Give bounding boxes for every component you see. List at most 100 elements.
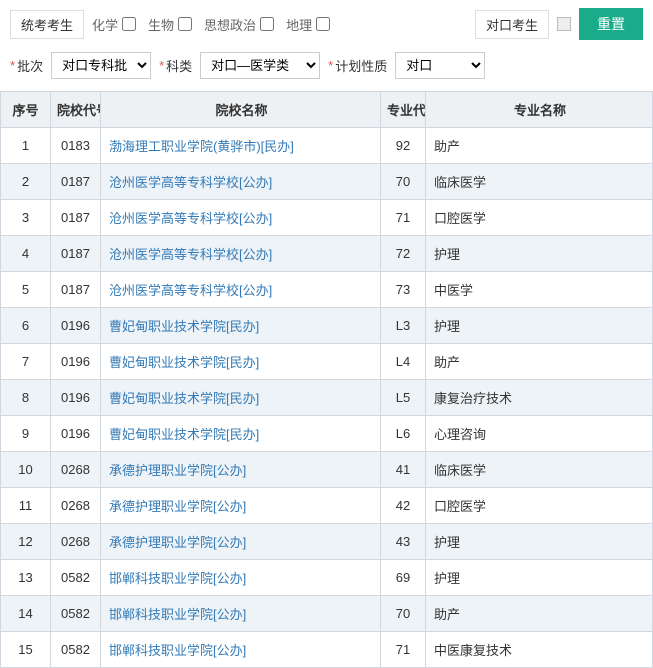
table-row: 70196曹妃甸职业技术学院[民办]L4助产 bbox=[1, 344, 653, 380]
subject-checkbox[interactable] bbox=[122, 17, 136, 31]
school-link[interactable]: 渤海理工职业学院(黄骅市)[民办] bbox=[109, 139, 294, 154]
category-select[interactable]: 对口—医学类 bbox=[200, 52, 320, 79]
school-link[interactable]: 曹妃甸职业技术学院[民办] bbox=[109, 427, 259, 442]
cell-school-code: 0582 bbox=[51, 560, 101, 596]
subject-checkbox[interactable] bbox=[178, 17, 192, 31]
cell-school-name: 承德护理职业学院[公办] bbox=[101, 488, 381, 524]
cell-major-code: 71 bbox=[381, 632, 426, 668]
table-row: 60196曹妃甸职业技术学院[民办]L3护理 bbox=[1, 308, 653, 344]
cell-school-code: 0187 bbox=[51, 200, 101, 236]
filter-row-2: *批次 对口专科批 *科类 对口—医学类 *计划性质 对口 bbox=[0, 46, 653, 85]
cell-school-code: 0582 bbox=[51, 632, 101, 668]
cell-school-name: 邯郸科技职业学院[公办] bbox=[101, 596, 381, 632]
cell-seq: 15 bbox=[1, 632, 51, 668]
school-link[interactable]: 沧州医学高等专科学校[公办] bbox=[109, 211, 272, 226]
cell-major-code: L3 bbox=[381, 308, 426, 344]
subject-label: 生物 bbox=[148, 15, 174, 34]
cell-school-code: 0196 bbox=[51, 308, 101, 344]
cell-school-name: 沧州医学高等专科学校[公办] bbox=[101, 272, 381, 308]
cell-major-name: 助产 bbox=[426, 128, 653, 164]
school-link[interactable]: 邯郸科技职业学院[公办] bbox=[109, 607, 246, 622]
cell-major-code: L4 bbox=[381, 344, 426, 380]
cell-major-name: 临床医学 bbox=[426, 452, 653, 488]
cell-major-code: L5 bbox=[381, 380, 426, 416]
cell-major-name: 口腔医学 bbox=[426, 200, 653, 236]
subject-label: 思想政治 bbox=[204, 15, 256, 34]
cell-major-code: 69 bbox=[381, 560, 426, 596]
th-school-code: 院校代号 bbox=[51, 92, 101, 128]
table-row: 130582邯郸科技职业学院[公办]69护理 bbox=[1, 560, 653, 596]
cell-major-code: 42 bbox=[381, 488, 426, 524]
cell-school-name: 曹妃甸职业技术学院[民办] bbox=[101, 416, 381, 452]
cell-major-name: 中医康复技术 bbox=[426, 632, 653, 668]
cell-school-name: 渤海理工职业学院(黄骅市)[民办] bbox=[101, 128, 381, 164]
school-link[interactable]: 曹妃甸职业技术学院[民办] bbox=[109, 319, 259, 334]
subject-label: 化学 bbox=[92, 15, 118, 34]
cell-school-code: 0196 bbox=[51, 344, 101, 380]
cell-seq: 4 bbox=[1, 236, 51, 272]
cell-major-name: 护理 bbox=[426, 308, 653, 344]
cell-school-name: 曹妃甸职业技术学院[民办] bbox=[101, 380, 381, 416]
table-row: 20187沧州医学高等专科学校[公办]70临床医学 bbox=[1, 164, 653, 200]
cell-major-name: 护理 bbox=[426, 560, 653, 596]
table-row: 50187沧州医学高等专科学校[公办]73中医学 bbox=[1, 272, 653, 308]
cell-seq: 3 bbox=[1, 200, 51, 236]
school-link[interactable]: 曹妃甸职业技术学院[民办] bbox=[109, 355, 259, 370]
school-link[interactable]: 沧州医学高等专科学校[公办] bbox=[109, 175, 272, 190]
th-seq: 序号 bbox=[1, 92, 51, 128]
th-school-name: 院校名称 bbox=[101, 92, 381, 128]
cell-major-code: 71 bbox=[381, 200, 426, 236]
school-link[interactable]: 承德护理职业学院[公办] bbox=[109, 499, 246, 514]
school-link[interactable]: 邯郸科技职业学院[公办] bbox=[109, 571, 246, 586]
plan-label: *计划性质 bbox=[328, 56, 387, 75]
subject-checkbox-item[interactable]: 思想政治 bbox=[204, 15, 274, 34]
school-link[interactable]: 承德护理职业学院[公办] bbox=[109, 463, 246, 478]
cell-school-code: 0183 bbox=[51, 128, 101, 164]
cell-major-name: 护理 bbox=[426, 524, 653, 560]
cell-school-name: 承德护理职业学院[公办] bbox=[101, 524, 381, 560]
cell-seq: 9 bbox=[1, 416, 51, 452]
school-link[interactable]: 邯郸科技职业学院[公办] bbox=[109, 643, 246, 658]
cell-major-code: 43 bbox=[381, 524, 426, 560]
school-link[interactable]: 沧州医学高等专科学校[公办] bbox=[109, 247, 272, 262]
cell-school-name: 曹妃甸职业技术学院[民办] bbox=[101, 344, 381, 380]
batch-label-text: 批次 bbox=[17, 56, 43, 75]
school-link[interactable]: 承德护理职业学院[公办] bbox=[109, 535, 246, 550]
batch-select[interactable]: 对口专科批 bbox=[51, 52, 151, 79]
cell-major-name: 口腔医学 bbox=[426, 488, 653, 524]
cell-major-code: 92 bbox=[381, 128, 426, 164]
cell-major-name: 助产 bbox=[426, 596, 653, 632]
cell-school-name: 邯郸科技职业学院[公办] bbox=[101, 632, 381, 668]
cell-school-code: 0187 bbox=[51, 236, 101, 272]
table-row: 80196曹妃甸职业技术学院[民办]L5康复治疗技术 bbox=[1, 380, 653, 416]
subject-checkbox[interactable] bbox=[316, 17, 330, 31]
exam-type-matched[interactable]: 对口考生 bbox=[475, 10, 549, 39]
cell-major-code: 70 bbox=[381, 164, 426, 200]
reset-button[interactable]: 重置 bbox=[579, 8, 643, 40]
cell-major-code: 70 bbox=[381, 596, 426, 632]
school-link[interactable]: 曹妃甸职业技术学院[民办] bbox=[109, 391, 259, 406]
subject-label: 地理 bbox=[286, 15, 312, 34]
cell-major-name: 临床医学 bbox=[426, 164, 653, 200]
subject-checkbox-item[interactable]: 地理 bbox=[286, 15, 330, 34]
table-row: 150582 邯郸科技职业学院[公办] 71中医康复技术 bbox=[1, 632, 653, 668]
plan-select[interactable]: 对口 bbox=[395, 52, 485, 79]
cell-school-name: 曹妃甸职业技术学院[民办] bbox=[101, 308, 381, 344]
cell-major-name: 心理咨询 bbox=[426, 416, 653, 452]
cell-school-code: 0187 bbox=[51, 164, 101, 200]
cell-school-code: 0582 bbox=[51, 596, 101, 632]
cell-school-code: 0268 bbox=[51, 524, 101, 560]
filter-row-1: 统考考生 化学 生物 思想政治 地理 对口考生 重置 bbox=[0, 0, 653, 46]
subject-checkbox[interactable] bbox=[260, 17, 274, 31]
school-link[interactable]: 沧州医学高等专科学校[公办] bbox=[109, 283, 272, 298]
table-row: 10183渤海理工职业学院(黄骅市)[民办]92助产 bbox=[1, 128, 653, 164]
cell-school-name: 邯郸科技职业学院[公办] bbox=[101, 560, 381, 596]
cell-seq: 5 bbox=[1, 272, 51, 308]
cell-seq: 11 bbox=[1, 488, 51, 524]
exam-type-unified[interactable]: 统考考生 bbox=[10, 10, 84, 39]
table-header: 序号 院校代号 院校名称 专业代号 专业名称 bbox=[1, 92, 653, 128]
subject-checkbox-item[interactable]: 化学 bbox=[92, 15, 136, 34]
cell-school-name: 承德护理职业学院[公办] bbox=[101, 452, 381, 488]
table-row: 40187沧州医学高等专科学校[公办]72护理 bbox=[1, 236, 653, 272]
subject-checkbox-item[interactable]: 生物 bbox=[148, 15, 192, 34]
